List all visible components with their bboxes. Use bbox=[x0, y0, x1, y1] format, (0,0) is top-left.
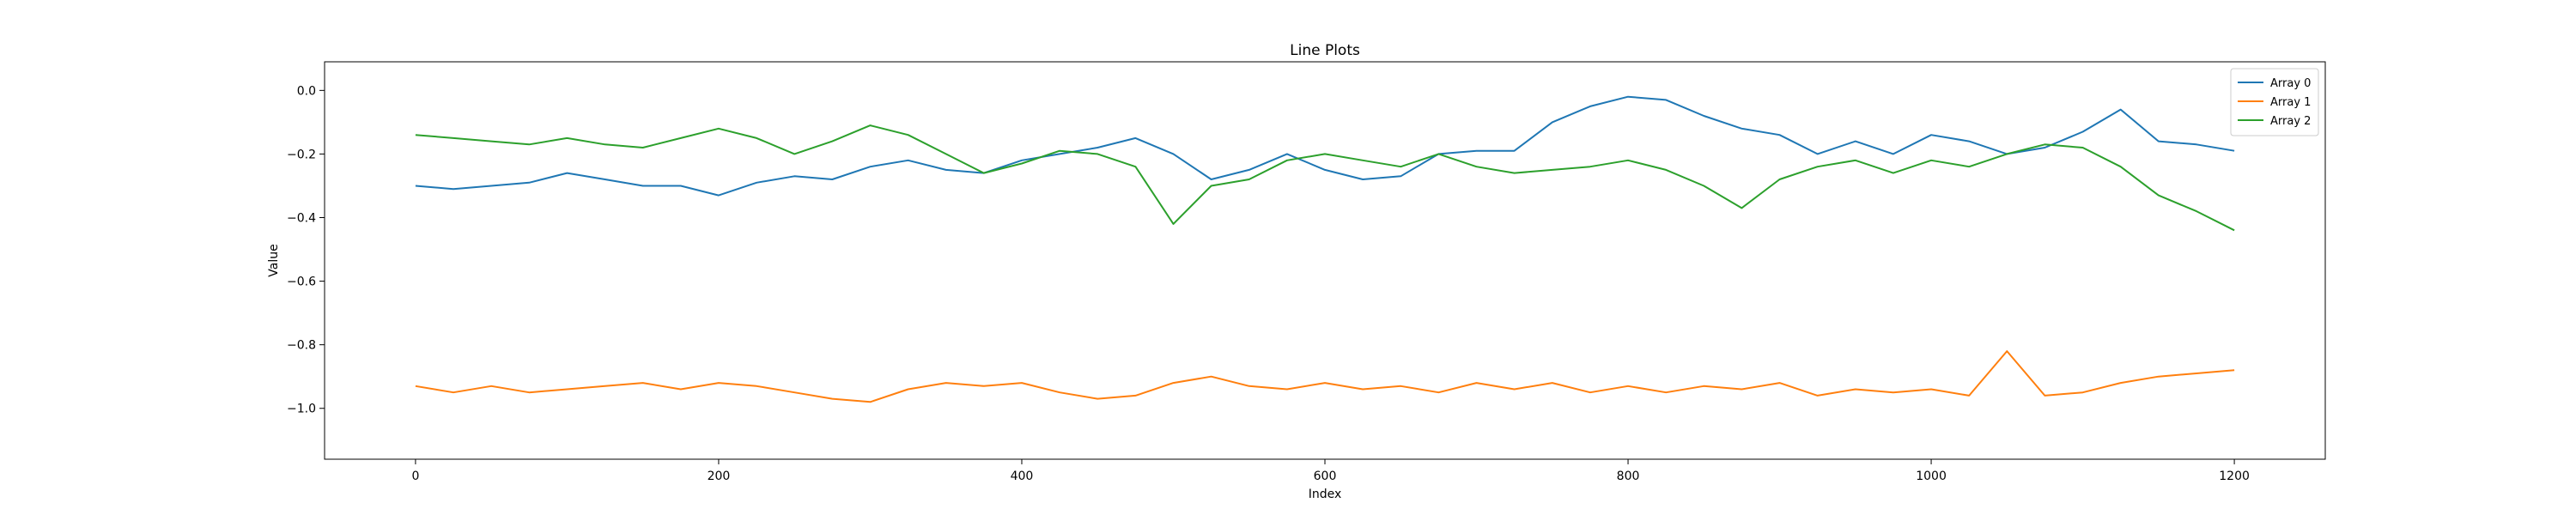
series-line-1 bbox=[415, 350, 2235, 403]
series-line-2 bbox=[415, 124, 2235, 232]
y-tick-label: 0.0 bbox=[297, 84, 316, 98]
series-line-0 bbox=[415, 95, 2235, 197]
x-tick-label: 400 bbox=[1011, 470, 1034, 483]
x-axis-label: Index bbox=[1309, 488, 1342, 501]
legend: Array 0 Array 1 Array 2 bbox=[2230, 68, 2319, 136]
x-tick-label: 200 bbox=[708, 470, 731, 483]
x-tick-label: 1200 bbox=[2219, 470, 2250, 483]
x-tick-label: 0 bbox=[411, 470, 419, 483]
y-tick-label: −0.6 bbox=[287, 276, 316, 289]
y-tick-label: −0.8 bbox=[287, 339, 316, 353]
y-tick-label: −1.0 bbox=[287, 403, 316, 416]
plot-area bbox=[415, 95, 2235, 403]
legend-label-2: Array 2 bbox=[2270, 115, 2311, 128]
y-axis: −1.0 −0.8 −0.6 −0.4 −0.2 0.0 bbox=[287, 84, 325, 416]
chart-title: Line Plots bbox=[1290, 42, 1360, 59]
legend-label-0: Array 0 bbox=[2270, 77, 2311, 90]
x-tick-label: 800 bbox=[1617, 470, 1640, 483]
legend-box bbox=[2230, 68, 2319, 136]
y-tick-label: −0.2 bbox=[287, 148, 316, 161]
x-tick-label: 600 bbox=[1314, 470, 1337, 483]
legend-label-1: Array 1 bbox=[2270, 96, 2311, 109]
y-axis-label: Value bbox=[267, 244, 281, 276]
x-axis: 0 200 400 600 800 1000 1200 bbox=[411, 459, 2250, 483]
plot-frame bbox=[324, 61, 2326, 460]
y-tick-label: −0.4 bbox=[287, 211, 316, 225]
x-tick-label: 1000 bbox=[1916, 470, 1947, 483]
